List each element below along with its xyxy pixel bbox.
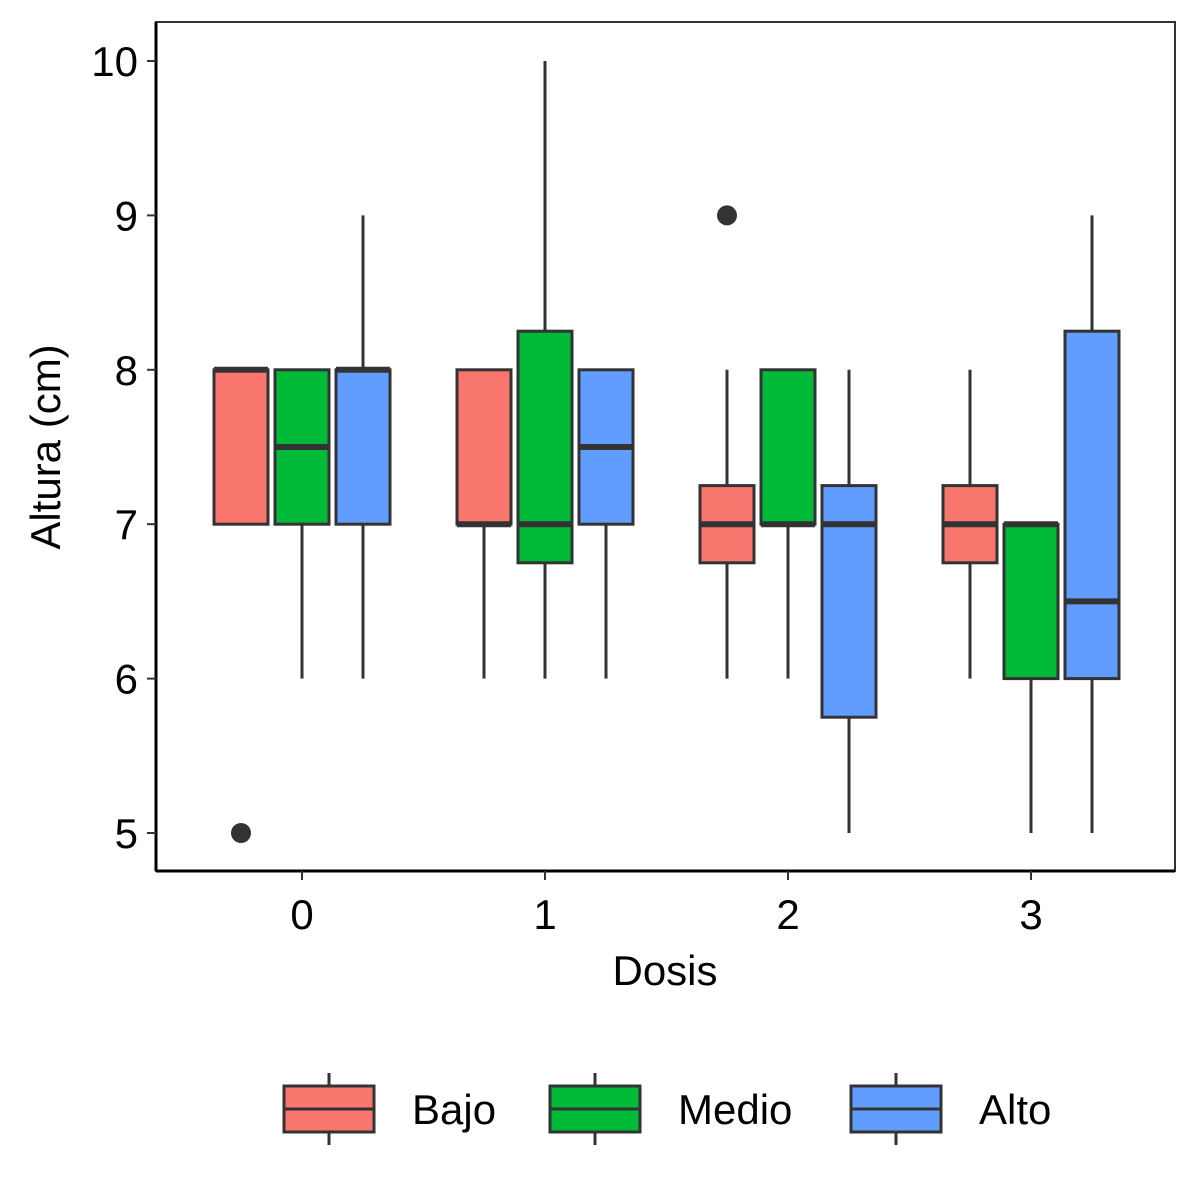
y-tick-label: 6 — [115, 656, 138, 703]
x-tick-label: 3 — [1019, 891, 1042, 938]
legend-item-bajo: Bajo — [282, 1073, 496, 1145]
box-alto-0 — [334, 215, 392, 679]
box-body — [516, 329, 574, 565]
legend: Bajo Medio Alto — [282, 1073, 1051, 1145]
box-body — [1002, 522, 1060, 681]
box-bajo-1 — [455, 368, 513, 679]
box-body — [334, 368, 392, 526]
legend-item-alto: Alto — [849, 1073, 1051, 1145]
box-body — [212, 368, 270, 526]
outlier-point — [231, 823, 251, 843]
box-bajo-3 — [941, 369, 999, 679]
series-alto — [334, 215, 1121, 833]
x-tick-label: 0 — [290, 891, 313, 938]
box-body — [455, 368, 513, 526]
y-tick-label: 5 — [115, 810, 138, 857]
box-body — [1063, 329, 1121, 681]
box-alto-3 — [1063, 215, 1121, 833]
box-medio-2 — [759, 368, 817, 679]
legend-label: Medio — [678, 1086, 792, 1133]
legend-label: Bajo — [412, 1086, 496, 1133]
box-medio-0 — [273, 368, 331, 679]
y-axis-title: Altura (cm) — [22, 344, 69, 549]
x-axis-title: Dosis — [612, 947, 717, 994]
y-tick-label: 9 — [115, 192, 138, 239]
box-medio-3 — [1002, 521, 1060, 833]
x-tick-label: 1 — [533, 891, 556, 938]
series-medio — [273, 61, 1060, 833]
outlier-point — [717, 205, 737, 226]
x-axis: 0 1 2 3 — [156, 869, 1175, 938]
box-bajo-0 — [212, 366, 270, 843]
box-body — [820, 484, 878, 719]
box-alto-1 — [577, 368, 635, 679]
box-groups — [212, 61, 1121, 843]
y-tick-label: 7 — [115, 501, 138, 548]
y-tick-label: 10 — [91, 38, 138, 85]
box-alto-2 — [820, 369, 878, 833]
series-bajo — [212, 205, 999, 843]
y-axis: 5 6 7 8 9 10 — [91, 22, 158, 871]
box-bajo-2 — [698, 205, 756, 679]
legend-label: Alto — [979, 1086, 1051, 1133]
legend-item-medio: Medio — [548, 1073, 792, 1145]
y-tick-label: 8 — [115, 347, 138, 394]
box-body — [759, 368, 817, 526]
x-tick-label: 2 — [776, 891, 799, 938]
box-medio-1 — [516, 61, 574, 679]
